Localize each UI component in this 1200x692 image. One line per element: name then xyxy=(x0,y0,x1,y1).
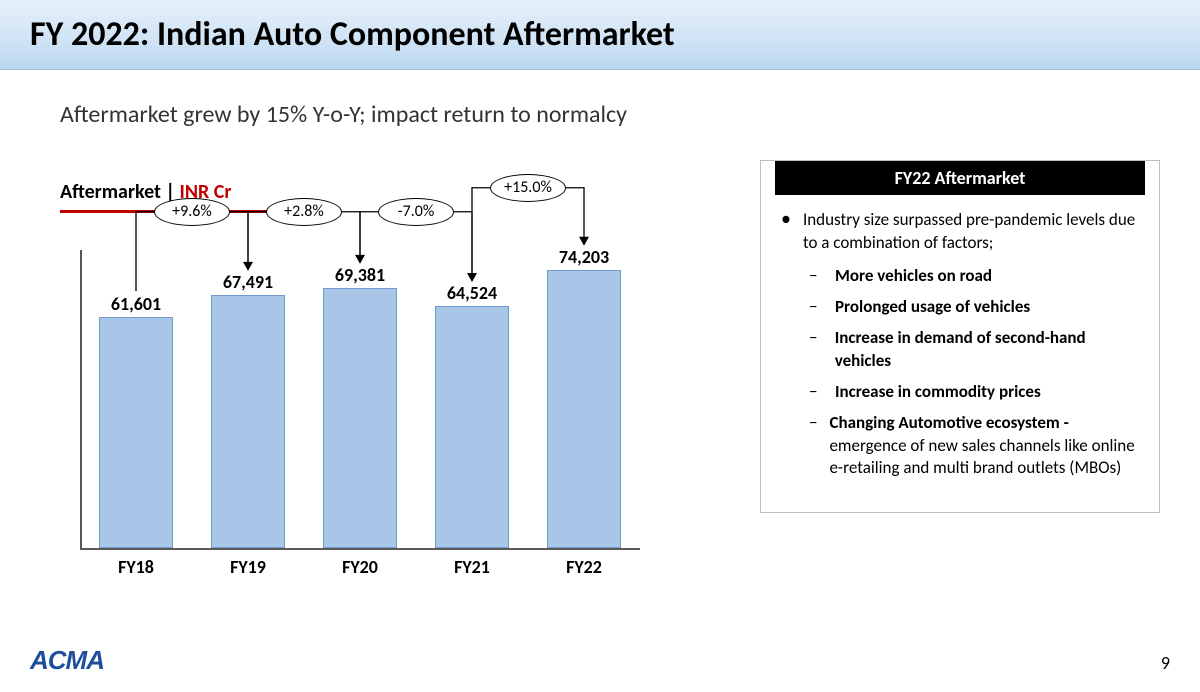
page-title: FY 2022: Indian Auto Component Aftermark… xyxy=(30,14,1200,55)
panel-point: −Changing Automotive ecosystem - emergen… xyxy=(809,412,1139,481)
panel-header: FY22 Aftermarket xyxy=(775,161,1145,195)
panel-point-text: Prolonged usage of vehicles xyxy=(835,296,1030,319)
panel-point-text: Increase in commodity prices xyxy=(835,381,1041,404)
panel-body: • Industry size surpassed pre-pandemic l… xyxy=(761,209,1159,512)
panel-lead: • Industry size surpassed pre-pandemic l… xyxy=(781,209,1139,255)
page-number: 9 xyxy=(1161,652,1170,674)
dash-icon: − xyxy=(809,265,823,288)
panel-point: −More vehicles on road xyxy=(809,265,1139,288)
panel-point: −Increase in demand of second-hand vehic… xyxy=(809,327,1139,373)
growth-bubble: -7.0% xyxy=(378,198,454,226)
slide: FY 2022: Indian Auto Component Aftermark… xyxy=(0,0,1200,692)
x-axis-label: FY20 xyxy=(310,556,410,578)
growth-bubble: +2.8% xyxy=(266,198,342,226)
title-bar: FY 2022: Indian Auto Component Aftermark… xyxy=(0,0,1200,70)
acma-logo: ACMA xyxy=(30,645,104,676)
x-axis-label: FY22 xyxy=(534,556,634,578)
dash-icon: − xyxy=(809,412,817,481)
dash-icon: − xyxy=(809,327,823,373)
bullet-icon: • xyxy=(781,209,791,255)
bar-chart: 61,601FY1867,491FY1969,381FY2064,524FY21… xyxy=(60,250,660,580)
chart-plot: 61,601FY1867,491FY1969,381FY2064,524FY21… xyxy=(80,250,640,550)
growth-bubble: +15.0% xyxy=(490,174,566,202)
panel-point-text: Increase in demand of second-hand vehicl… xyxy=(835,327,1139,373)
panel-point-text: More vehicles on road xyxy=(835,265,992,288)
dash-icon: − xyxy=(809,381,823,404)
panel-point: −Increase in commodity prices xyxy=(809,381,1139,404)
growth-arrow xyxy=(80,250,640,550)
panel-point-text: Changing Automotive ecosystem - emergenc… xyxy=(829,412,1139,481)
growth-bubble: +9.6% xyxy=(154,198,230,226)
info-panel: FY22 Aftermarket • Industry size surpass… xyxy=(760,160,1160,513)
chart-title-prefix: Aftermarket | xyxy=(60,180,179,204)
panel-lead-text: Industry size surpassed pre-pandemic lev… xyxy=(803,209,1139,255)
x-axis-label: FY18 xyxy=(86,556,186,578)
subtitle: Aftermarket grew by 15% Y-o-Y; impact re… xyxy=(60,100,627,129)
x-axis-label: FY21 xyxy=(422,556,522,578)
panel-point: −Prolonged usage of vehicles xyxy=(809,296,1139,319)
x-axis-label: FY19 xyxy=(198,556,298,578)
dash-icon: − xyxy=(809,296,823,319)
